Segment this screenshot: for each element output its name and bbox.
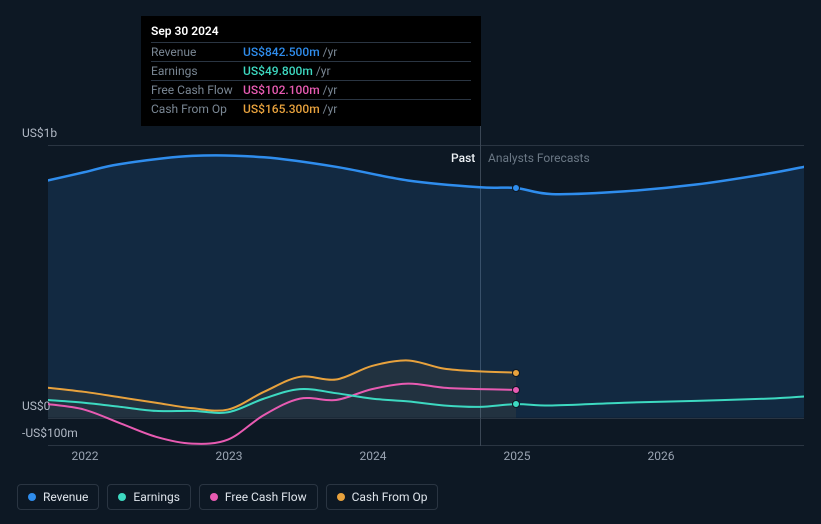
legend-item-revenue[interactable]: Revenue [17, 484, 99, 510]
y-axis-label: US$1b [22, 126, 57, 140]
tooltip-metric-value: US$102.100m [243, 83, 320, 97]
tooltip-metric-unit: /yr [323, 102, 338, 116]
legend-dot-icon [337, 493, 345, 501]
x-axis-tick: 2022 [72, 449, 99, 463]
tooltip-row: EarningsUS$49.800m/yr [151, 61, 471, 80]
legend-dot-icon [210, 493, 218, 501]
tooltip-metric-label: Earnings [151, 64, 243, 78]
tooltip-metric-value: US$49.800m [243, 64, 313, 78]
y-axis-label: US$0 [22, 399, 50, 413]
tooltip-metric-unit: /yr [316, 64, 331, 78]
x-axis-tick: 2024 [360, 449, 387, 463]
legend-dot-icon [118, 493, 126, 501]
series-marker-earnings [512, 400, 520, 408]
tooltip-metric-value: US$165.300m [243, 102, 320, 116]
tooltip-date: Sep 30 2024 [151, 24, 471, 42]
tooltip-row: RevenueUS$842.500m/yr [151, 42, 471, 61]
legend-label: Earnings [133, 490, 180, 504]
tooltip-row: Cash From OpUS$165.300m/yr [151, 99, 471, 118]
series-marker-free-cash-flow [512, 386, 520, 394]
legend-dot-icon [28, 493, 36, 501]
legend-label: Revenue [43, 490, 88, 504]
series-marker-cash-from-op [512, 369, 520, 377]
gridline [48, 445, 804, 446]
financial-chart [48, 145, 804, 445]
tooltip-metric-label: Free Cash Flow [151, 83, 243, 97]
chart-legend: Revenue Earnings Free Cash Flow Cash From O… [17, 484, 438, 510]
tooltip-metric-value: US$842.500m [243, 45, 320, 59]
legend-label: Free Cash Flow [225, 490, 307, 504]
x-axis-tick: 2023 [216, 449, 243, 463]
legend-item-free-cash-flow[interactable]: Free Cash Flow [199, 484, 318, 510]
tooltip-metric-unit: /yr [323, 45, 338, 59]
legend-item-earnings[interactable]: Earnings [107, 484, 191, 510]
legend-label: Cash From Op [352, 490, 428, 504]
legend-item-cash-from-op[interactable]: Cash From Op [326, 484, 439, 510]
tooltip-metric-label: Revenue [151, 45, 243, 59]
tooltip-metric-label: Cash From Op [151, 102, 243, 116]
x-axis-tick: 2026 [648, 449, 675, 463]
tooltip-metric-unit: /yr [323, 83, 338, 97]
series-marker-revenue [512, 184, 520, 192]
x-axis-tick: 2025 [504, 449, 531, 463]
tooltip-row: Free Cash FlowUS$102.100m/yr [151, 80, 471, 99]
chart-tooltip: Sep 30 2024 RevenueUS$842.500m/yrEarning… [141, 16, 481, 126]
